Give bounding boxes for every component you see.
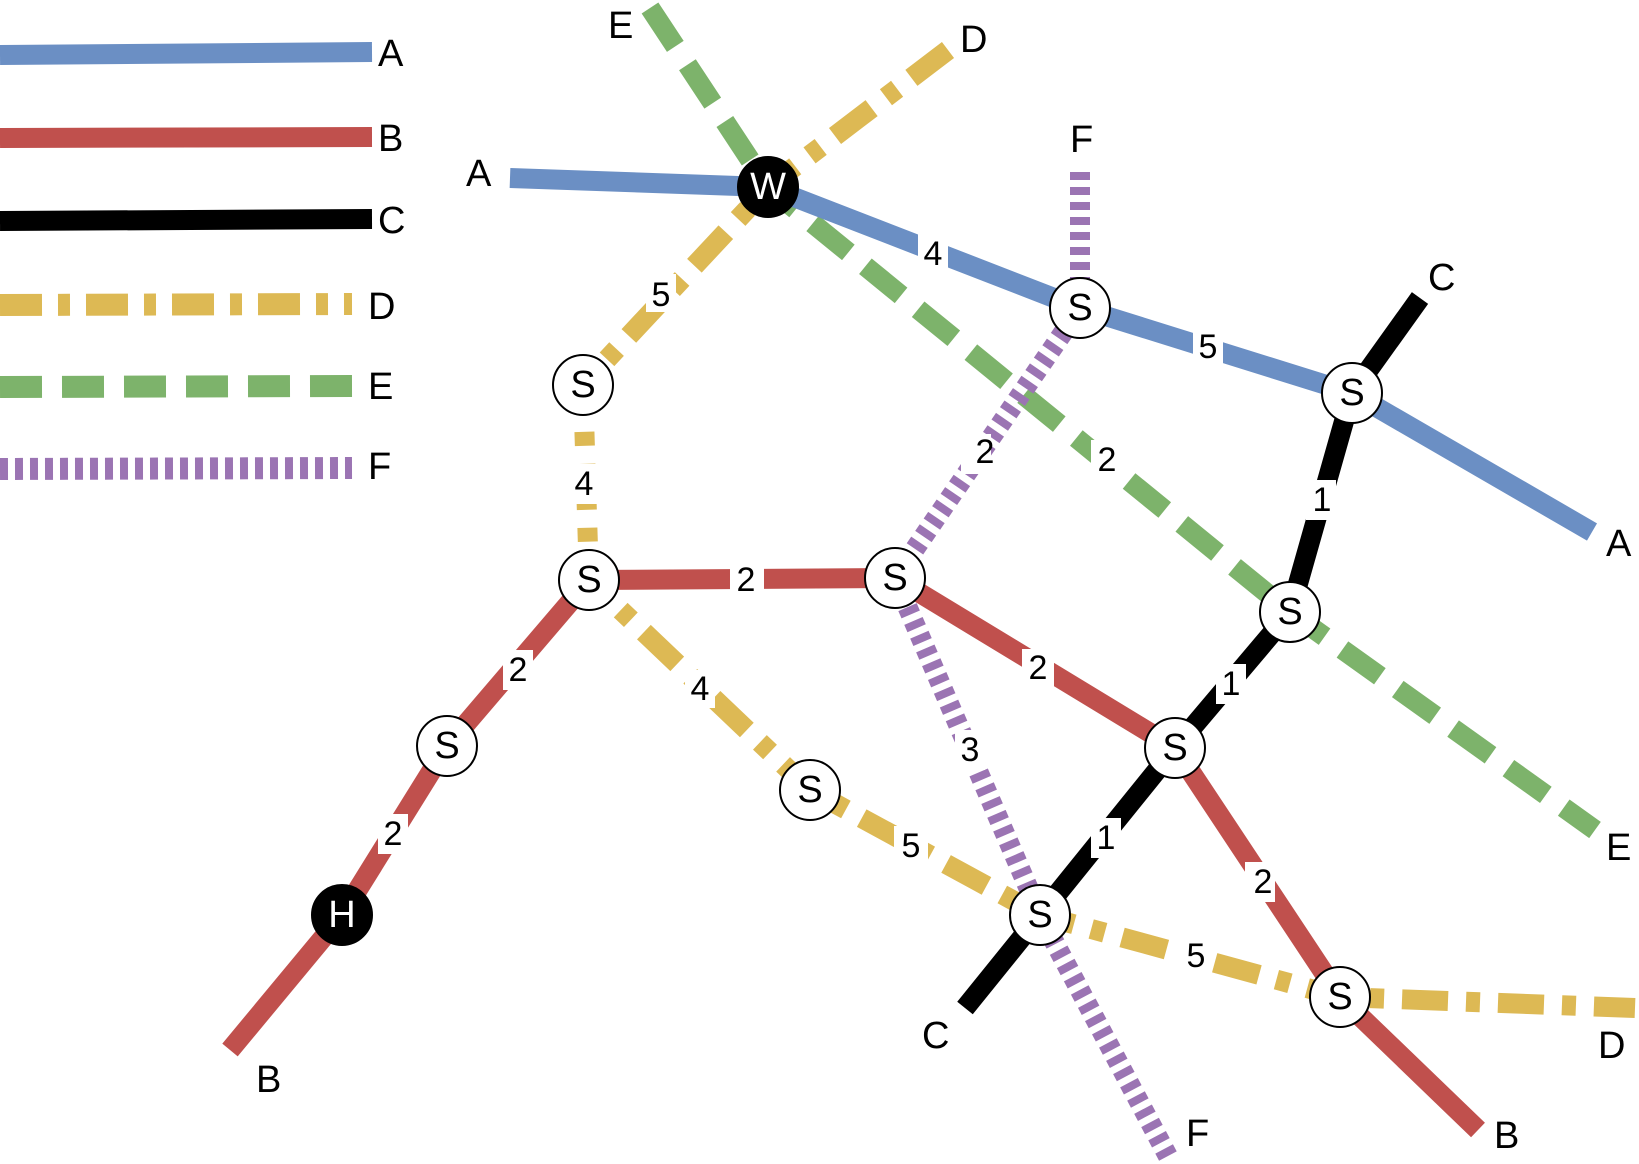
endpoint-label-f-south: F xyxy=(1186,1113,1209,1155)
station-node-label: S xyxy=(1339,372,1364,414)
edge-weights: 4 5 5 4 2 2 2 4 2 2 1 2 1 3 1 5 2 xyxy=(378,233,1336,976)
legend-line-f xyxy=(0,457,353,480)
legend: A B C D E F xyxy=(0,33,405,488)
station-node xyxy=(552,354,614,416)
legend-label-c: C xyxy=(378,200,405,242)
endpoint-label-c-north: C xyxy=(1428,257,1455,299)
station-node xyxy=(1009,884,1071,946)
endpoint-label-a-west: A xyxy=(466,153,492,195)
station-node xyxy=(864,547,926,609)
weight-bg xyxy=(1180,936,1212,976)
station-node-label: S xyxy=(882,557,907,599)
hub-node-h xyxy=(311,884,373,946)
hub-node-w xyxy=(737,156,799,218)
weight-b-s3-s9: 2 xyxy=(1029,649,1048,687)
station-node-label: S xyxy=(576,559,601,601)
legend-label-f: F xyxy=(368,446,391,488)
weight-b-s2-s4: 2 xyxy=(509,651,528,689)
station-node-label: S xyxy=(1067,287,1092,329)
station-node xyxy=(1144,717,1206,779)
weight-c-s7-s8: 1 xyxy=(1313,481,1332,519)
hub-node-w-label: W xyxy=(750,166,786,208)
legend-label-b: B xyxy=(378,118,403,160)
station-node xyxy=(1049,277,1111,339)
line-a-path xyxy=(509,168,1598,541)
weight-e-w-s8: 2 xyxy=(1098,441,1117,479)
line-f xyxy=(883,172,1179,1164)
weight-bg xyxy=(961,434,991,474)
legend-line-e xyxy=(0,375,353,398)
legend-label-d: D xyxy=(368,286,395,328)
legend-line-d xyxy=(0,293,353,316)
station-node-label: S xyxy=(797,769,822,811)
station-node xyxy=(1259,581,1321,643)
endpoint-label-c-south: C xyxy=(922,1015,949,1057)
weight-bg xyxy=(378,814,408,854)
station-node xyxy=(1321,362,1383,424)
weight-a-w-s6: 4 xyxy=(924,235,943,273)
station-node-label: S xyxy=(434,725,459,767)
endpoint-label-e-east: E xyxy=(1606,827,1631,869)
weight-bg xyxy=(1091,818,1121,858)
weight-bg xyxy=(685,670,715,708)
station-node xyxy=(416,715,478,777)
weight-bg xyxy=(730,559,764,599)
weight-d-s2-s5: 4 xyxy=(691,670,710,708)
legend-line-a xyxy=(0,42,373,65)
weight-bg xyxy=(503,650,533,690)
stations: W H S S S S S S S S S S S xyxy=(311,156,1383,1028)
weight-bg xyxy=(1306,480,1336,520)
weight-d-s5-s11: 5 xyxy=(902,827,921,865)
weight-b-s2-s3: 2 xyxy=(737,561,756,599)
line-b xyxy=(222,567,1485,1138)
station-node-label: S xyxy=(1027,894,1052,936)
weight-d-s11-s12: 5 xyxy=(1187,937,1206,975)
endpoint-label-d-north: D xyxy=(960,19,987,61)
endpoint-label-d-east: D xyxy=(1598,1025,1625,1067)
line-f-path xyxy=(883,172,1179,1164)
station-node-label: S xyxy=(1277,591,1302,633)
station-node-label: S xyxy=(1327,976,1352,1018)
legend-label-e: E xyxy=(368,366,393,408)
legend-line-b xyxy=(0,127,373,148)
weight-a-s6-s7: 5 xyxy=(1199,328,1218,366)
weight-b-s9-s12: 2 xyxy=(1254,863,1273,901)
line-b-path xyxy=(222,567,1485,1138)
station-node-label: S xyxy=(1162,727,1187,769)
line-a xyxy=(509,168,1598,541)
weight-d-s1-s2: 4 xyxy=(575,465,594,503)
station-node xyxy=(1309,966,1371,1028)
legend-line-c xyxy=(0,209,373,231)
weight-bg xyxy=(1022,649,1054,689)
endpoint-label-e-north: E xyxy=(608,5,633,47)
weight-bg xyxy=(1193,327,1223,365)
weight-bg xyxy=(894,826,928,866)
hub-node-h-label: H xyxy=(328,894,355,936)
weight-bg xyxy=(646,274,676,312)
endpoint-label-b-south-west: B xyxy=(256,1059,281,1101)
weight-bg xyxy=(1216,664,1246,704)
weight-bg xyxy=(569,464,599,504)
station-node xyxy=(558,549,620,611)
endpoint-label-a-east: A xyxy=(1606,523,1632,565)
weight-f-s3-s11: 3 xyxy=(961,731,980,769)
weight-c-s8-s9: 1 xyxy=(1222,665,1241,703)
station-node xyxy=(779,759,841,821)
station-node-label: S xyxy=(570,364,595,406)
endpoint-label-b-south-east: B xyxy=(1494,1115,1519,1157)
weight-bg xyxy=(955,730,985,770)
endpoint-labels: A A B B C C D D E E F F xyxy=(256,5,1632,1157)
legend-label-a: A xyxy=(378,33,404,75)
weight-c-s9-s11: 1 xyxy=(1097,819,1116,857)
weight-bg xyxy=(1245,862,1275,902)
weight-bg xyxy=(1091,440,1125,480)
weight-d-w-s1: 5 xyxy=(652,276,671,314)
weight-bg xyxy=(918,233,948,271)
endpoint-label-f-north: F xyxy=(1070,119,1093,161)
weight-f-s6-s3: 2 xyxy=(976,433,995,471)
weight-b-s4-h: 2 xyxy=(384,815,403,853)
